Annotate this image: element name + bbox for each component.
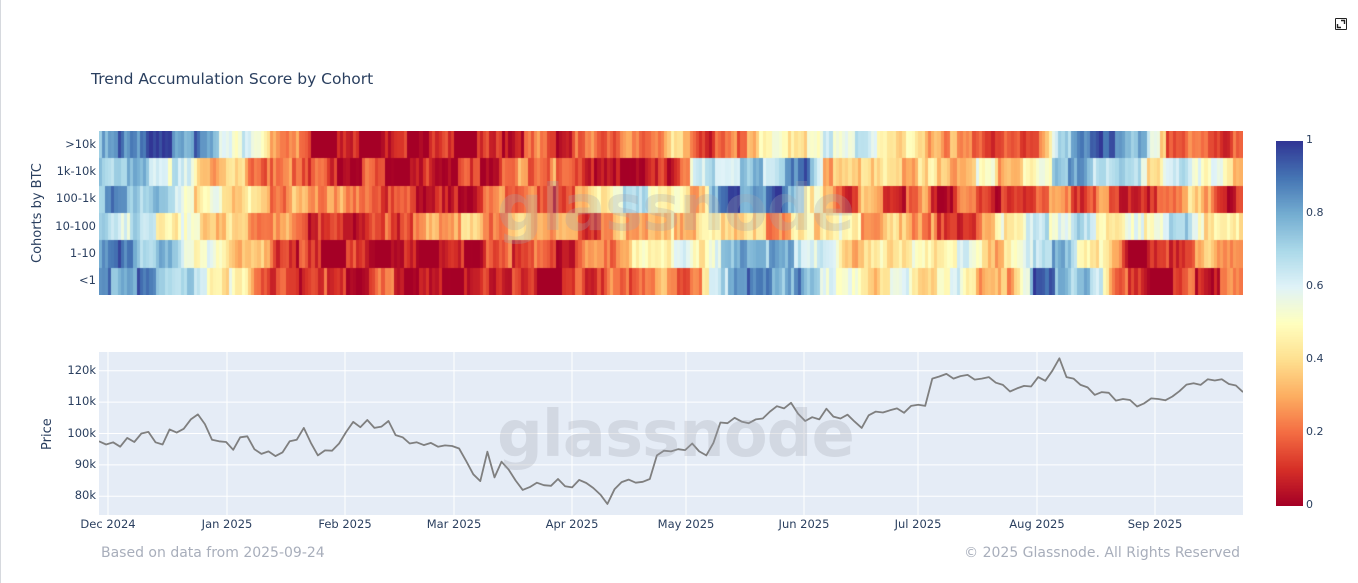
x-tick-label: Jan 2025 — [201, 517, 253, 531]
x-tick-label: May 2025 — [657, 517, 715, 531]
x-tick-label: Sep 2025 — [1127, 517, 1183, 531]
x-tick-label: Feb 2025 — [318, 517, 372, 531]
colorbar-tick-label: 0.6 — [1306, 279, 1324, 292]
price-y-tick-label: 90k — [74, 456, 96, 471]
heatmap-row-label: <1 — [79, 273, 96, 288]
heatmap-row-label: 1k-10k — [56, 164, 96, 178]
x-tick-label: Jul 2025 — [894, 517, 942, 531]
heatmap-row-label: >10k — [65, 136, 96, 151]
x-tick-label: Jun 2025 — [778, 517, 830, 531]
frame-border — [0, 0, 1, 583]
price-y-tick-label: 100k — [67, 425, 96, 440]
expand-arrows-icon — [1336, 19, 1346, 29]
x-tick-label: Dec 2024 — [80, 517, 136, 531]
colorbar-tick-label: 0.4 — [1306, 352, 1324, 365]
price-y-tick-label: 80k — [74, 488, 96, 503]
x-tick-label: Apr 2025 — [545, 517, 599, 531]
colorbar — [1276, 141, 1303, 506]
price-line — [99, 357, 1243, 505]
colorbar-tick-label: 1 — [1306, 133, 1313, 146]
price-line-plot[interactable] — [99, 352, 1243, 515]
heatmap-row-label: 100-1k — [55, 191, 96, 206]
data-date-note: Based on data from 2025-09-24 — [101, 545, 325, 561]
heatmap-plot[interactable] — [99, 131, 1243, 295]
price-y-tick-label: 110k — [67, 394, 96, 409]
colorbar-tick-label: 0 — [1306, 498, 1313, 511]
x-tick-label: Aug 2025 — [1009, 517, 1065, 531]
chart-title: Trend Accumulation Score by Cohort — [91, 70, 374, 88]
heatmap-row-label: 1-10 — [69, 246, 96, 260]
colorbar-tick-label: 0.2 — [1306, 425, 1324, 438]
colorbar-tick-label: 0.8 — [1306, 206, 1324, 219]
price-y-tick-label: 120k — [67, 362, 96, 377]
copyright-notice: © 2025 Glassnode. All Rights Reserved — [964, 545, 1240, 561]
heatmap-row-label: 10-100 — [55, 218, 96, 233]
x-tick-label: Mar 2025 — [426, 517, 482, 531]
expand-icon[interactable] — [1335, 18, 1347, 30]
